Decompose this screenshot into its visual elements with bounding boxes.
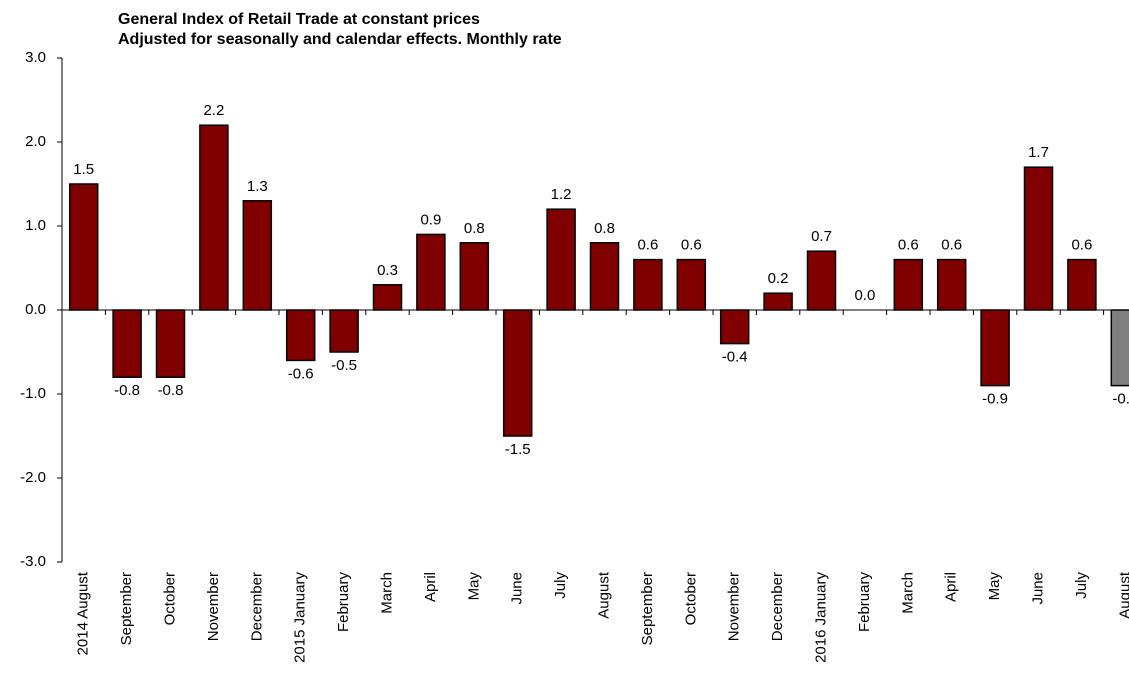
x-tick-label: March <box>378 572 395 614</box>
x-tick-label: May <box>986 572 1003 601</box>
bar <box>1023 166 1054 311</box>
bar <box>719 309 750 345</box>
bar <box>633 258 663 311</box>
bar <box>199 124 229 311</box>
bar <box>329 309 359 353</box>
x-tick-label: November <box>205 572 222 641</box>
x-tick-label: September <box>118 572 135 645</box>
x-tick-label: September <box>639 572 656 645</box>
value-label: 0.3 <box>377 262 398 279</box>
y-tick-label: -2.0 <box>20 469 46 486</box>
bar <box>763 292 793 311</box>
value-label: 2.2 <box>203 102 224 119</box>
value-label: 0.7 <box>811 228 832 245</box>
value-label: 0.8 <box>464 220 485 237</box>
value-label: 0.2 <box>768 270 789 287</box>
y-tick-label: 1.0 <box>25 217 46 234</box>
x-tick-label: 2016 January <box>812 572 829 663</box>
bar <box>372 284 403 311</box>
bar <box>155 309 186 378</box>
x-tick-label: October <box>161 572 178 625</box>
value-label: -0.8 <box>114 382 140 399</box>
bar <box>980 309 1010 387</box>
bar <box>242 200 273 311</box>
bar <box>416 233 446 311</box>
value-label: -0.5 <box>331 357 357 374</box>
value-label: -0.9 <box>982 391 1008 408</box>
bar <box>806 250 837 311</box>
y-tick-label: -3.0 <box>20 553 46 570</box>
bar <box>1067 258 1097 311</box>
x-tick-label: February <box>335 572 352 633</box>
value-label: -0.8 <box>158 382 184 399</box>
value-label: 0.6 <box>1071 237 1092 254</box>
x-tick-label: April <box>422 572 439 602</box>
x-tick-label: July <box>1073 572 1090 599</box>
bar <box>1110 309 1129 387</box>
x-tick-label: November <box>726 572 743 641</box>
bar <box>589 242 620 311</box>
x-tick-label: 2014 August <box>75 571 92 655</box>
x-tick-label: February <box>856 572 873 633</box>
value-label: 1.5 <box>73 161 94 178</box>
value-label: 0.6 <box>898 237 919 254</box>
value-label: 1.7 <box>1028 144 1049 161</box>
bar <box>459 242 490 311</box>
value-label: 0.8 <box>594 220 615 237</box>
bar <box>676 258 707 311</box>
value-label: -0.6 <box>288 365 314 382</box>
x-tick-label: December <box>769 572 786 641</box>
x-tick-label: June <box>509 572 526 605</box>
value-label: -0.4 <box>722 349 748 366</box>
x-tick-label: May <box>465 572 482 601</box>
value-label: 0.6 <box>637 237 658 254</box>
value-label: 0.9 <box>420 211 441 228</box>
bar <box>68 183 99 311</box>
chart-title: General Index of Retail Trade at constan… <box>118 11 480 28</box>
value-label: -1.5 <box>505 441 531 458</box>
x-tick-label: December <box>248 572 265 641</box>
value-label: -0.9 <box>1112 391 1129 408</box>
bar <box>285 309 316 362</box>
y-tick-label: 2.0 <box>25 133 46 150</box>
bar <box>112 309 142 378</box>
bar <box>936 258 967 311</box>
value-label: 0.6 <box>941 237 962 254</box>
x-tick-label: August <box>595 571 612 619</box>
bar <box>502 309 533 437</box>
bar <box>546 208 576 311</box>
x-tick-label: April <box>943 572 960 602</box>
x-tick-label: June <box>1029 572 1046 605</box>
y-tick-label: 0.0 <box>25 301 46 318</box>
value-label: 1.2 <box>551 186 572 203</box>
chart-subtitle: Adjusted for seasonally and calendar eff… <box>118 31 562 48</box>
x-tick-label: July <box>552 572 569 599</box>
bar <box>893 258 924 311</box>
value-label: 0.6 <box>681 237 702 254</box>
y-tick-label: 3.0 <box>25 49 46 66</box>
value-label: 1.3 <box>247 178 268 195</box>
x-tick-label: March <box>899 572 916 614</box>
x-tick-label: August <box>1116 571 1129 619</box>
y-tick-label: -1.0 <box>20 385 46 402</box>
value-label: 0.0 <box>854 287 875 304</box>
x-tick-label: 2015 January <box>292 572 309 663</box>
x-tick-label: October <box>682 572 699 625</box>
